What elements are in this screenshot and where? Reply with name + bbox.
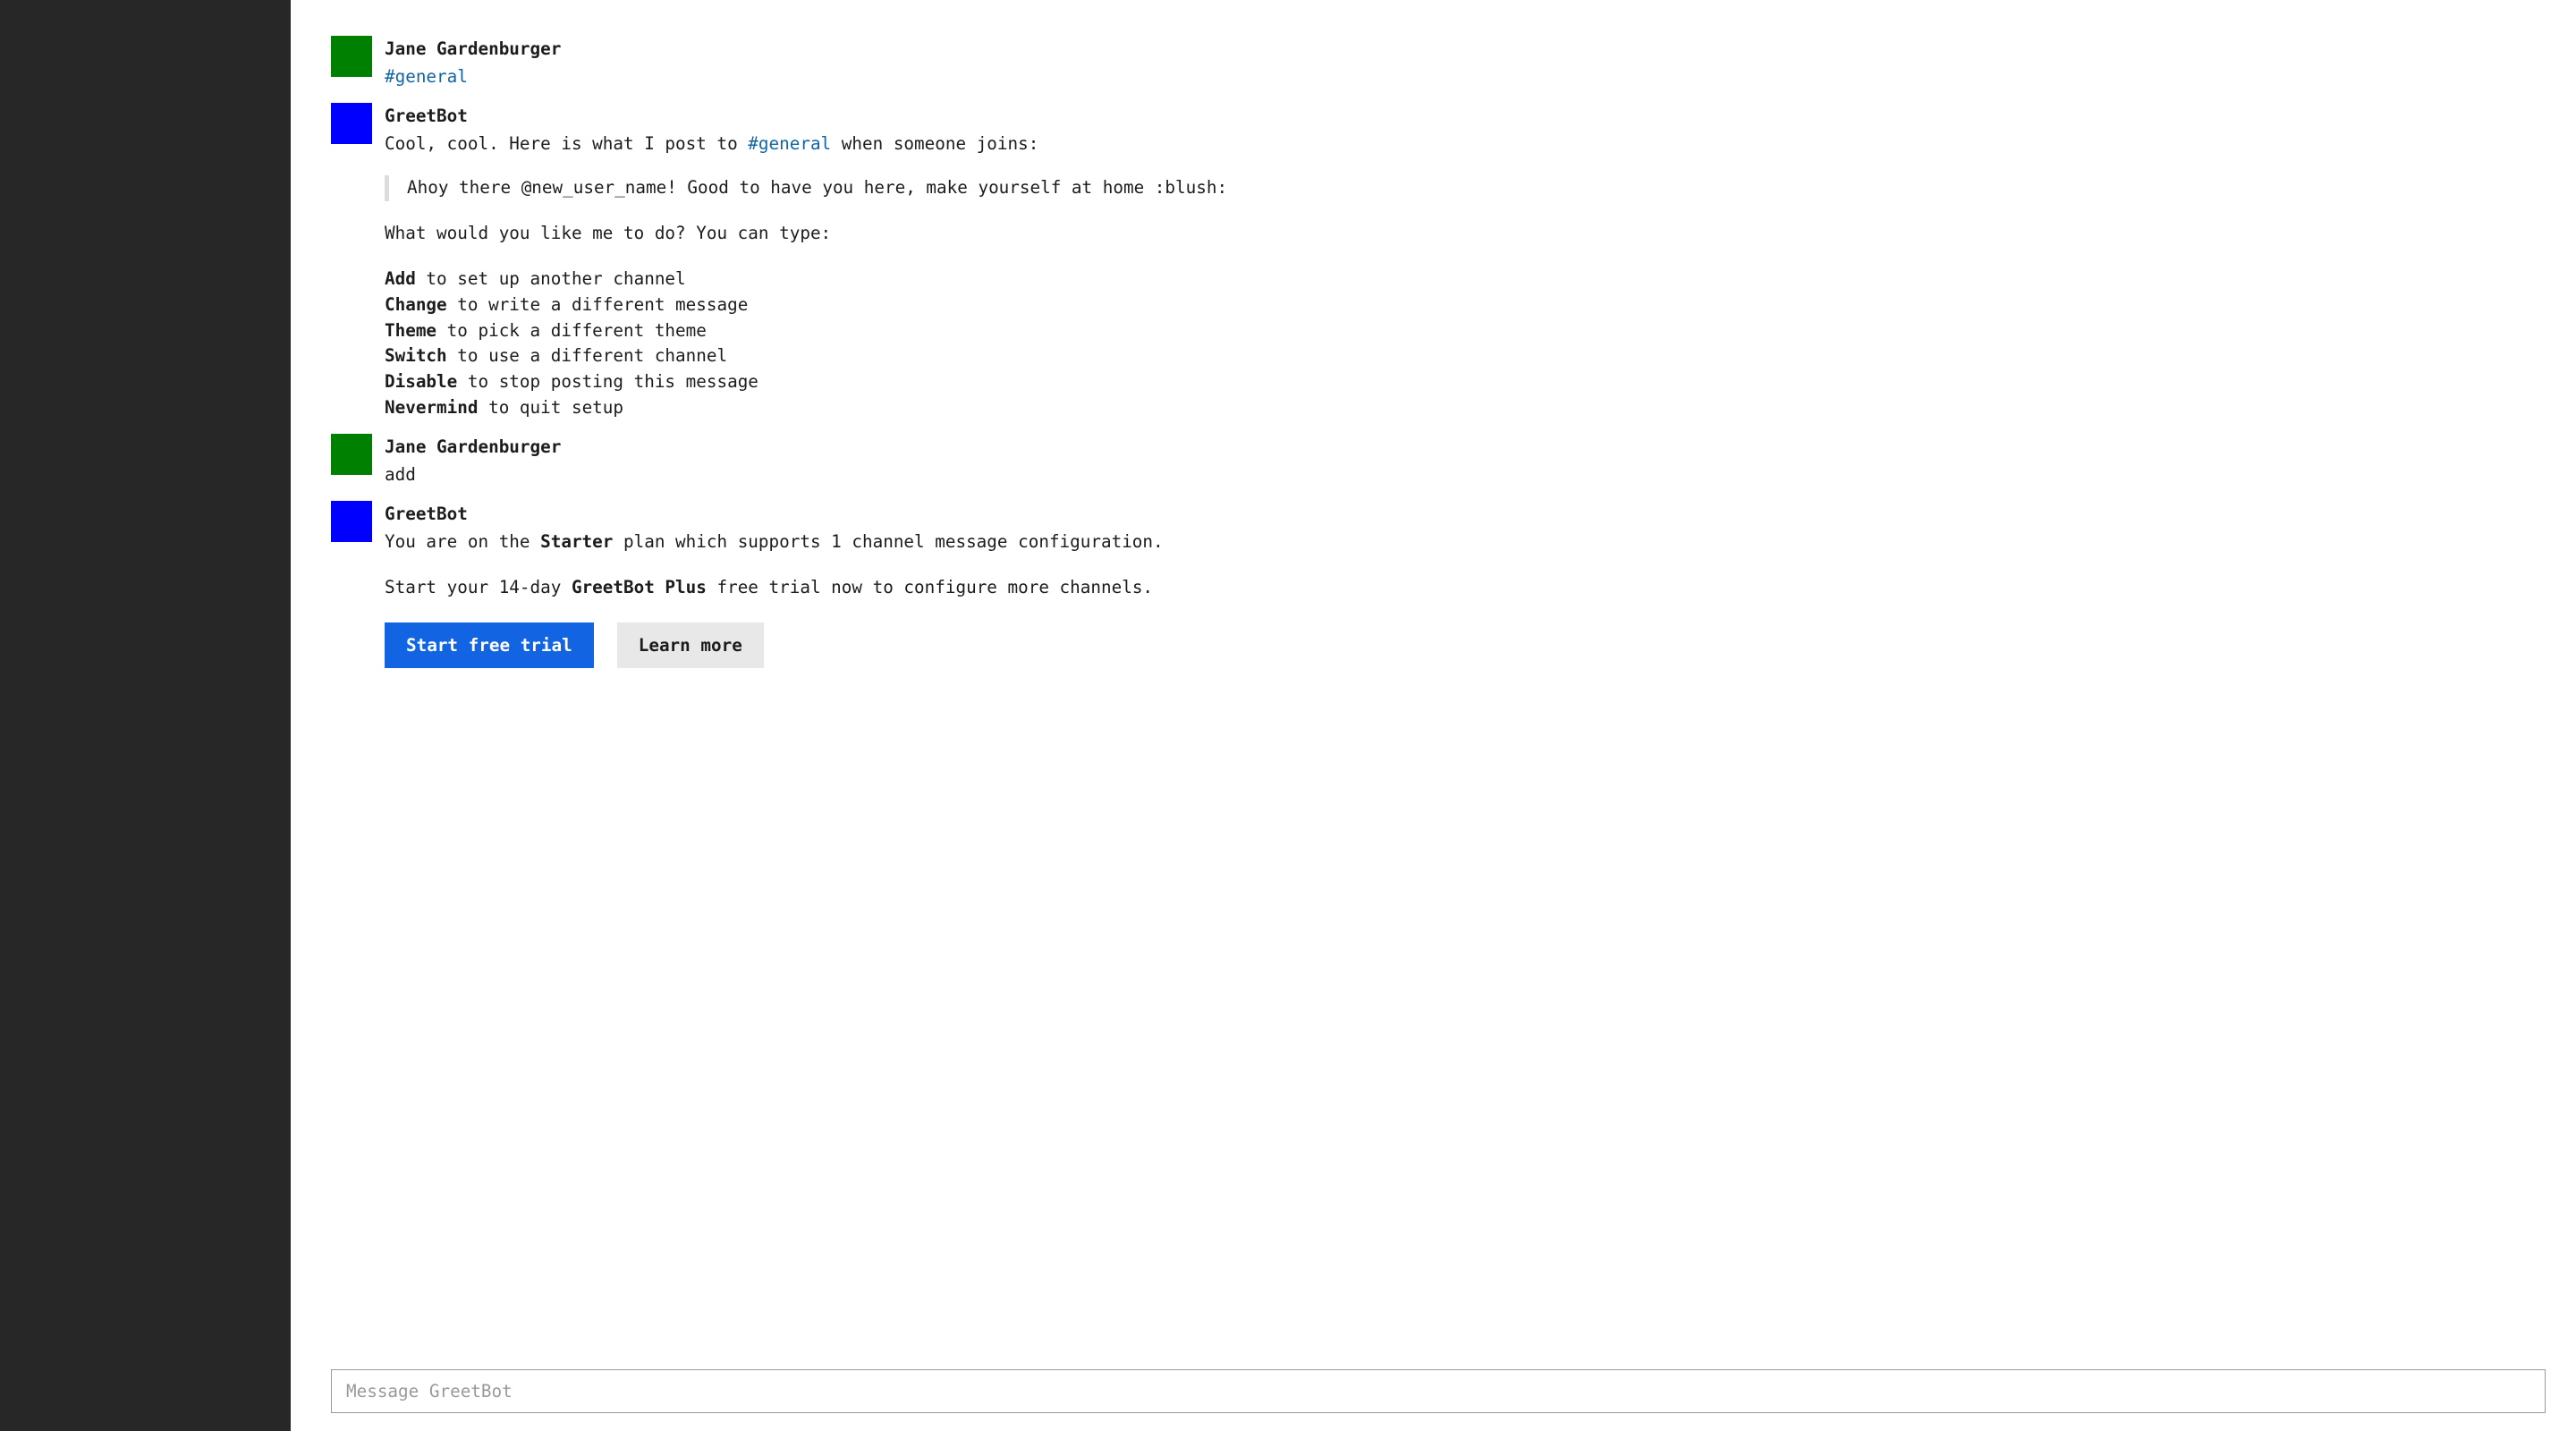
command-name: Theme <box>385 320 436 341</box>
command-desc: to write a different message <box>447 294 749 315</box>
learn-more-button[interactable]: Learn more <box>617 622 764 668</box>
command-name: Add <box>385 268 416 289</box>
message: GreetBot Cool, cool. Here is what I post… <box>331 103 2558 421</box>
message: Jane Gardenburger #general <box>331 36 2558 90</box>
quote-bar <box>385 175 389 201</box>
command-row: Change to write a different message <box>385 292 2558 318</box>
message-composer <box>331 1369 2546 1413</box>
avatar <box>331 36 372 77</box>
quote-text: Ahoy there @new_user_name! Good to have … <box>407 175 1227 201</box>
start-free-trial-button[interactable]: Start free trial <box>385 622 594 668</box>
quote-block: Ahoy there @new_user_name! Good to have … <box>385 175 2558 201</box>
message: GreetBot You are on the Starter plan whi… <box>331 501 2558 668</box>
message-text: You are on the Starter plan which suppor… <box>385 529 2558 555</box>
message-text: Start your 14-day GreetBot Plus free tri… <box>385 575 2558 601</box>
command-row: Nevermind to quit setup <box>385 395 2558 421</box>
message-body: Jane Gardenburger add <box>385 434 2558 488</box>
command-desc: to quit setup <box>478 397 623 418</box>
message-text: Cool, cool. Here is what I post to #gene… <box>385 131 2558 157</box>
message-body: Jane Gardenburger #general <box>385 36 2558 90</box>
message-body: GreetBot Cool, cool. Here is what I post… <box>385 103 2558 421</box>
command-desc: to use a different channel <box>447 345 727 366</box>
text-span: plan which supports 1 channel message co… <box>613 531 1163 552</box>
sidebar <box>0 0 291 1431</box>
command-desc: to set up another channel <box>416 268 686 289</box>
command-row: Switch to use a different channel <box>385 343 2558 369</box>
command-row: Disable to stop posting this message <box>385 369 2558 395</box>
avatar <box>331 501 372 542</box>
text-span: Cool, cool. Here is what I post to <box>385 133 748 154</box>
product-name: GreetBot Plus <box>572 577 707 597</box>
command-desc: to pick a different theme <box>436 320 707 341</box>
button-row: Start free trial Learn more <box>385 622 2558 668</box>
command-row: Add to set up another channel <box>385 267 2558 292</box>
message: Jane Gardenburger add <box>331 434 2558 488</box>
text-span: free trial now to configure more channel… <box>707 577 1153 597</box>
command-name: Change <box>385 294 447 315</box>
command-name: Switch <box>385 345 447 366</box>
text-span: when someone joins: <box>831 133 1038 154</box>
author-name: GreetBot <box>385 502 2558 528</box>
command-name: Disable <box>385 371 457 392</box>
avatar <box>331 434 372 475</box>
text-span: Start your 14-day <box>385 577 572 597</box>
prompt-text: What would you like me to do? You can ty… <box>385 221 2558 247</box>
message-text: add <box>385 462 2558 488</box>
text-span: You are on the <box>385 531 540 552</box>
command-list: Add to set up another channel Change to … <box>385 267 2558 422</box>
message-input[interactable] <box>332 1370 2545 1412</box>
author-name: Jane Gardenburger <box>385 37 2558 63</box>
message-list: Jane Gardenburger #general GreetBot Cool… <box>331 36 2558 1351</box>
command-row: Theme to pick a different theme <box>385 318 2558 344</box>
channel-link[interactable]: #general <box>748 133 831 154</box>
main-panel: Jane Gardenburger #general GreetBot Cool… <box>291 0 2576 1431</box>
command-name: Nevermind <box>385 397 478 418</box>
command-desc: to stop posting this message <box>457 371 758 392</box>
plan-name: Starter <box>540 531 613 552</box>
channel-link[interactable]: #general <box>385 64 2558 90</box>
avatar <box>331 103 372 144</box>
author-name: GreetBot <box>385 104 2558 130</box>
message-body: GreetBot You are on the Starter plan whi… <box>385 501 2558 668</box>
author-name: Jane Gardenburger <box>385 435 2558 461</box>
